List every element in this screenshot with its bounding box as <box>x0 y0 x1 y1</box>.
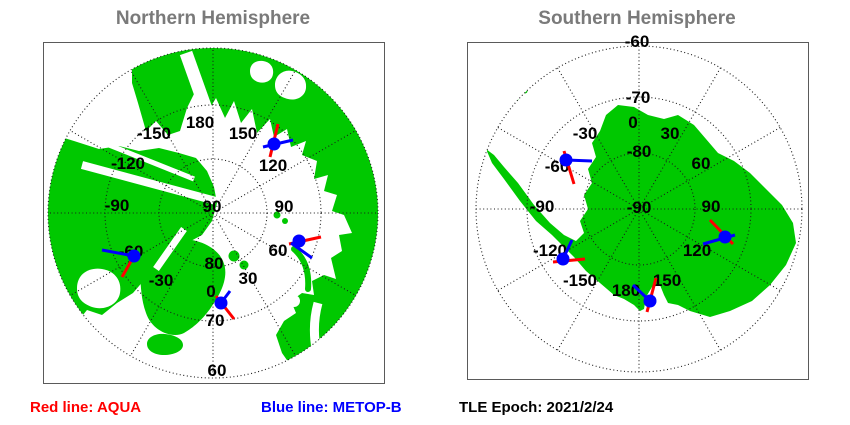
legend-blue-metopb: Blue line: METOP-B <box>261 399 402 416</box>
island-shape <box>262 370 276 378</box>
meridian-line <box>212 212 296 357</box>
water-shape <box>275 70 307 100</box>
satellite-marker <box>214 290 236 320</box>
graticule-label: -30 <box>149 271 174 290</box>
satellite-position-dot <box>292 234 306 248</box>
legend-red-aqua: Red line: AQUA <box>30 399 142 416</box>
satellite-marker <box>631 277 658 313</box>
water-shape <box>77 268 121 309</box>
graticule-label: 30 <box>661 124 680 143</box>
graticule-label: 0 <box>206 282 215 301</box>
meridian-line <box>69 130 214 214</box>
satellite-marker <box>552 239 586 266</box>
satellite-position-dot <box>718 230 732 244</box>
north-map-frame: 180-150150-120120-909090-6060-3030080706… <box>43 42 385 384</box>
meridian-line <box>130 69 214 214</box>
satellite-marker <box>702 218 736 246</box>
graticule-label: 150 <box>653 271 681 290</box>
graticule-label: -90 <box>627 198 652 217</box>
meridian-line <box>212 69 296 214</box>
island-shape <box>513 95 519 101</box>
graticule-label: -90 <box>105 196 130 215</box>
graticule-label: 60 <box>208 361 227 380</box>
water-channel <box>153 226 187 272</box>
graticule-label: -120 <box>111 154 145 173</box>
island-shape <box>228 250 240 262</box>
legend-tle-epoch: TLE Epoch: 2021/2/24 <box>459 399 614 416</box>
satellite-position-dot <box>643 294 657 308</box>
island-shape <box>282 218 288 224</box>
graticule-label: 90 <box>702 197 721 216</box>
graticule-label: -80 <box>627 142 652 161</box>
latitude-circle <box>582 152 696 266</box>
graticule-label: -60 <box>625 32 650 51</box>
south-polar-map: -60-70-80-900306090120150180-30-60-90-12… <box>475 32 803 373</box>
satellite-marker <box>101 248 141 278</box>
satellite-position-dot <box>556 252 570 266</box>
water-channel <box>179 50 223 140</box>
graticule-label: 90 <box>275 197 294 216</box>
graticule-label: 0 <box>628 113 637 132</box>
land-shape <box>291 246 312 292</box>
satellite-position-dot <box>214 296 228 310</box>
water-channel <box>103 140 195 182</box>
land-shape <box>486 105 796 317</box>
island-shape <box>239 260 249 270</box>
graticule-label: 60 <box>269 241 288 260</box>
land-shape <box>147 333 183 355</box>
graticule-label: 70 <box>206 311 225 330</box>
satellite-marker <box>559 150 593 185</box>
land-shape <box>132 48 378 378</box>
north-hemisphere-title: Northern Hemisphere <box>115 8 311 29</box>
meridian-line <box>212 130 357 214</box>
south-map-frame: -60 -70 -80 -90 0 30 60 90 120 150 180 -30 -60 -90 -12… <box>467 32 809 380</box>
graticule-label: 180 <box>186 113 214 132</box>
graticule-label: 180 <box>612 281 640 300</box>
graticule-label: -70 <box>626 88 651 107</box>
meridian-line <box>212 212 357 296</box>
graticule-label: 120 <box>259 156 287 175</box>
water-shape <box>250 60 274 83</box>
graticule-label: -30 <box>573 124 598 143</box>
water-channel <box>80 161 218 205</box>
satellite-marker <box>288 234 322 260</box>
graticule-label: 60 <box>692 154 711 173</box>
map-boundary-circle <box>47 47 379 379</box>
graticule-label: 150 <box>229 124 257 143</box>
graticule-label: -150 <box>563 271 597 290</box>
north-polar-map: 180-150150-120120-909090-6060-3030080706… <box>47 47 379 380</box>
satellite-position-dot <box>267 137 281 151</box>
satellite-marker <box>262 123 294 158</box>
graticule-label: 80 <box>205 254 224 273</box>
graticule-label: -150 <box>137 124 171 143</box>
meridian-line <box>69 212 214 296</box>
satellite-position-dot <box>127 249 141 263</box>
graticule-label: 120 <box>683 241 711 260</box>
south-hemisphere-title: Southern Hemisphere <box>538 8 736 29</box>
graticule-label: -90 <box>530 197 555 216</box>
meridian-line <box>130 212 214 357</box>
graticule-label: 30 <box>239 269 258 288</box>
graticule-label: 90 <box>203 197 222 216</box>
water-shape <box>288 295 300 307</box>
satellite-position-dot <box>559 153 573 167</box>
